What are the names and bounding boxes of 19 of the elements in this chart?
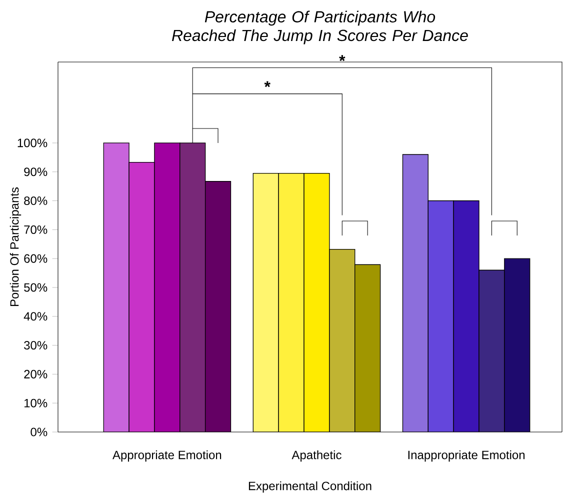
y-tick-label: 20% (24, 370, 48, 378)
y-tick-label: 60% (24, 254, 48, 263)
y-tick-label: 90% (24, 168, 48, 176)
y-tick-label: 10% (24, 398, 48, 408)
x-tick-label: Apathetic (292, 450, 342, 462)
y-tick-label: 40% (24, 312, 48, 321)
y-tick-label: 100% (18, 138, 48, 148)
y-tick-label: 30% (24, 341, 48, 350)
y-axis-title: Portion Of Participants (10, 187, 22, 306)
y-tick-label: 0% (30, 428, 48, 436)
x-axis-title: Experimental Condition (248, 481, 372, 493)
chart-title: Percentage Of Participants Who Reached The Jump In Scores Per Dance (172, 10, 468, 44)
y-tick-label: 70% (24, 225, 48, 234)
x-tick-label: Appropriate Emotion (112, 450, 222, 462)
y-tick-label: 80% (24, 196, 48, 206)
text: * (339, 55, 346, 62)
annotation: * (264, 81, 270, 88)
x-tick-label: Inappropriate Emotion (408, 450, 525, 462)
y-tick-label: 50% (24, 283, 48, 292)
